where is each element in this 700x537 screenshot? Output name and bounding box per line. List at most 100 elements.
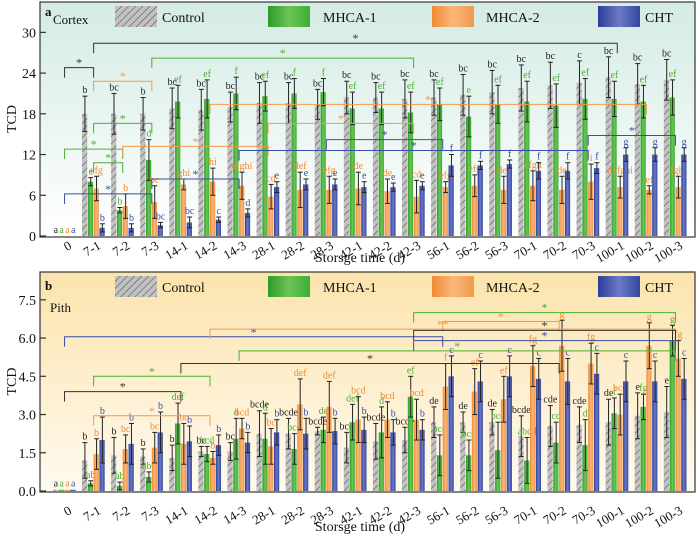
x-tick-label: 70-2 bbox=[540, 238, 568, 263]
bar-mhca-2 bbox=[559, 189, 565, 236]
y-tick-label: 7.5 bbox=[19, 294, 37, 309]
significance-letter: b bbox=[158, 401, 163, 412]
bar-control bbox=[402, 98, 408, 236]
bar-cht bbox=[244, 212, 251, 236]
significance-letter: b bbox=[129, 412, 134, 423]
significance-letter: ef bbox=[174, 74, 182, 85]
significance-letter: bc bbox=[284, 72, 294, 83]
significance-bracket bbox=[93, 375, 211, 387]
bar-mhca-2 bbox=[530, 366, 536, 491]
bar-mhca-2 bbox=[442, 386, 448, 491]
significance-letter: b bbox=[82, 85, 87, 96]
significance-letter: f bbox=[235, 66, 239, 77]
significance-letter: bcd bbox=[287, 423, 301, 434]
y-axis-label: TCD bbox=[5, 368, 20, 396]
significance-letter: b bbox=[170, 434, 175, 445]
bar-mhca-2 bbox=[588, 363, 594, 491]
significance-letter: ef bbox=[640, 74, 648, 85]
bar-mhca-1 bbox=[524, 101, 530, 236]
significance-letter: e bbox=[391, 172, 396, 183]
x-tick-label: 100-2 bbox=[622, 503, 656, 531]
significance-letter: d bbox=[245, 198, 250, 209]
bar-control bbox=[663, 79, 670, 236]
bar-cht bbox=[390, 187, 396, 236]
significance-letter: e bbox=[420, 171, 425, 182]
bar-control bbox=[343, 97, 350, 236]
bar-mhca-2 bbox=[210, 181, 216, 236]
significance-letter: efghi bbox=[232, 161, 253, 172]
x-tick-label: 100-3 bbox=[651, 238, 685, 266]
x-tick-label: 14-3 bbox=[220, 238, 248, 263]
legend-label: CHT bbox=[645, 281, 673, 296]
significance-letter: a bbox=[65, 479, 70, 490]
bar-cht bbox=[681, 154, 687, 236]
significance-letter: def bbox=[294, 368, 307, 379]
bar-mhca-2 bbox=[122, 206, 128, 236]
panel-title: Cortex bbox=[53, 12, 89, 27]
bar-mhca-2 bbox=[471, 391, 478, 491]
bar-cht bbox=[419, 185, 425, 236]
legend-label: MHCA-1 bbox=[323, 11, 377, 26]
significance-star: * bbox=[91, 137, 97, 151]
x-tick-label: 28-2 bbox=[279, 238, 307, 263]
bar-control bbox=[52, 489, 59, 491]
bar-mhca-2 bbox=[297, 404, 303, 491]
legend-swatch-control bbox=[115, 276, 157, 297]
bar-cht bbox=[448, 376, 454, 491]
significance-bracket bbox=[267, 122, 415, 134]
significance-letter: ef bbox=[261, 70, 269, 81]
bar-control bbox=[285, 102, 291, 236]
significance-letter: b bbox=[245, 421, 250, 432]
bar-control bbox=[547, 85, 553, 237]
bar-control bbox=[663, 411, 670, 491]
significance-letter: b bbox=[129, 213, 134, 224]
x-tick-label: 28-1 bbox=[250, 503, 278, 528]
significance-letter: b bbox=[141, 438, 146, 449]
x-tick-label: 70-1 bbox=[511, 503, 539, 528]
y-tick-label: 4.5 bbox=[19, 370, 37, 385]
significance-letter: c bbox=[577, 50, 582, 61]
significance-letter: a bbox=[59, 479, 64, 490]
significance-letter: f bbox=[566, 152, 570, 163]
panel-title: Pith bbox=[50, 300, 71, 315]
significance-letter: ef bbox=[436, 77, 444, 88]
bar-cht bbox=[535, 378, 542, 491]
significance-letter: bc bbox=[156, 211, 166, 222]
bar-cht bbox=[681, 378, 687, 491]
significance-bracket bbox=[64, 67, 95, 78]
x-tick-label: 56-1 bbox=[424, 238, 452, 263]
significance-letter: b bbox=[210, 440, 215, 451]
x-axis-label: Storsge time (d) bbox=[315, 251, 406, 266]
bar-mhca-1 bbox=[204, 454, 210, 491]
bar-cht bbox=[564, 170, 571, 236]
significance-letter: bc bbox=[546, 51, 556, 62]
significance-letter: bc bbox=[109, 82, 119, 93]
significance-letter: i bbox=[590, 153, 593, 164]
bar-mhca-2 bbox=[180, 184, 187, 236]
significance-letter: d bbox=[146, 129, 151, 140]
y-tick-label: 12 bbox=[22, 149, 36, 164]
significance-bracket bbox=[180, 363, 560, 374]
significance-letter: de bbox=[604, 388, 614, 399]
significance-bracket bbox=[122, 145, 269, 157]
significance-letter: b bbox=[304, 407, 309, 418]
panel-letter: a bbox=[45, 4, 52, 19]
significance-star: * bbox=[498, 310, 504, 324]
bar-mhca-2 bbox=[326, 406, 332, 491]
y-tick-label: 18 bbox=[22, 108, 36, 123]
significance-letter: bc bbox=[429, 69, 439, 80]
bar-mhca-1 bbox=[640, 406, 646, 491]
bar-mhca-2 bbox=[500, 189, 507, 236]
bar-mhca-2 bbox=[268, 446, 274, 491]
significance-letter: de bbox=[383, 168, 393, 179]
legend-label: Control bbox=[162, 11, 205, 26]
y-tick-label: 0 bbox=[29, 230, 36, 245]
bar-cht bbox=[506, 164, 512, 236]
significance-letter: de bbox=[429, 396, 439, 407]
significance-letter: b bbox=[362, 406, 367, 417]
significance-star: * bbox=[382, 128, 388, 142]
bar-mhca-2 bbox=[151, 202, 158, 236]
bar-control bbox=[605, 422, 611, 491]
significance-star: * bbox=[105, 151, 111, 165]
